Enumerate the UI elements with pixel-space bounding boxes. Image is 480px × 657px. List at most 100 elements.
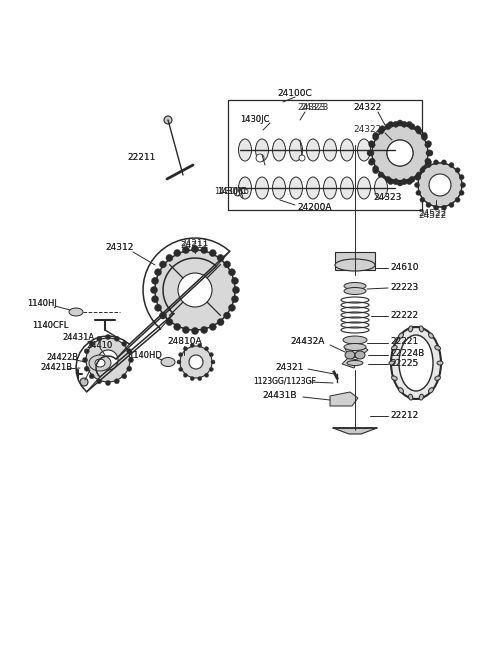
Ellipse shape [344,288,366,294]
Text: 24323: 24323 [374,193,402,202]
Ellipse shape [95,359,105,367]
Circle shape [401,122,407,127]
Circle shape [209,250,216,257]
Polygon shape [330,392,358,406]
Text: 24810A: 24810A [168,338,202,346]
Circle shape [84,367,89,371]
Circle shape [98,350,118,370]
Circle shape [460,183,466,187]
Ellipse shape [429,333,433,338]
Circle shape [406,122,412,127]
Text: 24432A: 24432A [291,338,325,346]
Circle shape [182,327,190,334]
Circle shape [80,378,88,386]
Circle shape [369,159,374,166]
Circle shape [459,191,464,195]
Text: 1140HJ: 1140HJ [27,300,57,309]
Circle shape [421,168,427,173]
Circle shape [211,360,215,364]
Circle shape [385,124,391,129]
Circle shape [179,367,183,371]
Ellipse shape [398,388,404,393]
Circle shape [455,168,460,173]
Circle shape [232,286,240,294]
Ellipse shape [358,139,371,161]
Circle shape [183,347,187,351]
Text: 22224B: 22224B [390,350,424,359]
Text: 1140HD: 1140HD [128,351,162,361]
Polygon shape [333,428,377,434]
Circle shape [198,376,202,380]
Circle shape [379,125,385,132]
Ellipse shape [273,139,286,161]
Ellipse shape [435,376,441,380]
Circle shape [415,125,420,132]
Circle shape [426,141,432,147]
Text: 22221: 22221 [390,338,418,346]
Circle shape [151,286,157,294]
Circle shape [449,202,454,208]
Circle shape [433,205,439,210]
Circle shape [369,141,374,147]
Circle shape [418,163,462,207]
Ellipse shape [419,394,423,400]
Circle shape [401,179,407,185]
Text: 24321: 24321 [276,363,304,371]
Circle shape [201,246,208,254]
Circle shape [89,341,94,346]
Circle shape [387,140,413,166]
Ellipse shape [408,394,413,400]
Text: 1430JC: 1430JC [217,187,247,196]
Text: 1430JCb: 1430JCb [215,187,250,196]
Text: 24522: 24522 [418,210,446,219]
Ellipse shape [389,361,395,365]
Circle shape [231,277,239,284]
Circle shape [89,374,94,379]
Polygon shape [342,358,358,368]
Ellipse shape [161,357,175,367]
Text: 24322: 24322 [353,125,381,135]
Circle shape [209,323,216,330]
Polygon shape [345,344,368,358]
Circle shape [420,197,425,202]
Circle shape [421,134,427,141]
Ellipse shape [374,139,387,161]
Circle shape [204,373,209,377]
Text: 24312: 24312 [106,244,134,252]
Circle shape [426,150,432,156]
Circle shape [129,357,133,363]
Text: 22211: 22211 [128,152,156,162]
Text: 22223: 22223 [390,283,418,292]
Circle shape [155,250,235,330]
Circle shape [192,246,199,252]
Circle shape [442,205,446,210]
Text: 24323: 24323 [298,104,326,112]
Text: 24410: 24410 [87,340,113,350]
Circle shape [388,122,394,127]
Circle shape [420,168,425,173]
Circle shape [416,191,421,195]
Ellipse shape [408,326,413,332]
Circle shape [425,158,431,164]
Text: 24200A: 24200A [298,204,332,212]
Text: 1430JC: 1430JC [240,116,270,124]
Circle shape [122,341,127,346]
Circle shape [86,338,130,382]
Text: 24312: 24312 [106,244,134,252]
Circle shape [127,367,132,371]
Circle shape [369,158,375,164]
Ellipse shape [340,177,353,199]
Circle shape [217,319,224,326]
Circle shape [415,174,420,180]
Circle shape [409,124,415,129]
Ellipse shape [343,336,367,344]
Circle shape [224,261,230,268]
Circle shape [106,380,110,386]
Text: 24810A: 24810A [168,338,202,346]
Circle shape [388,179,394,185]
Ellipse shape [392,376,397,380]
Ellipse shape [273,177,286,199]
Circle shape [166,319,173,326]
Text: 24431B: 24431B [263,390,297,399]
Circle shape [234,188,242,196]
